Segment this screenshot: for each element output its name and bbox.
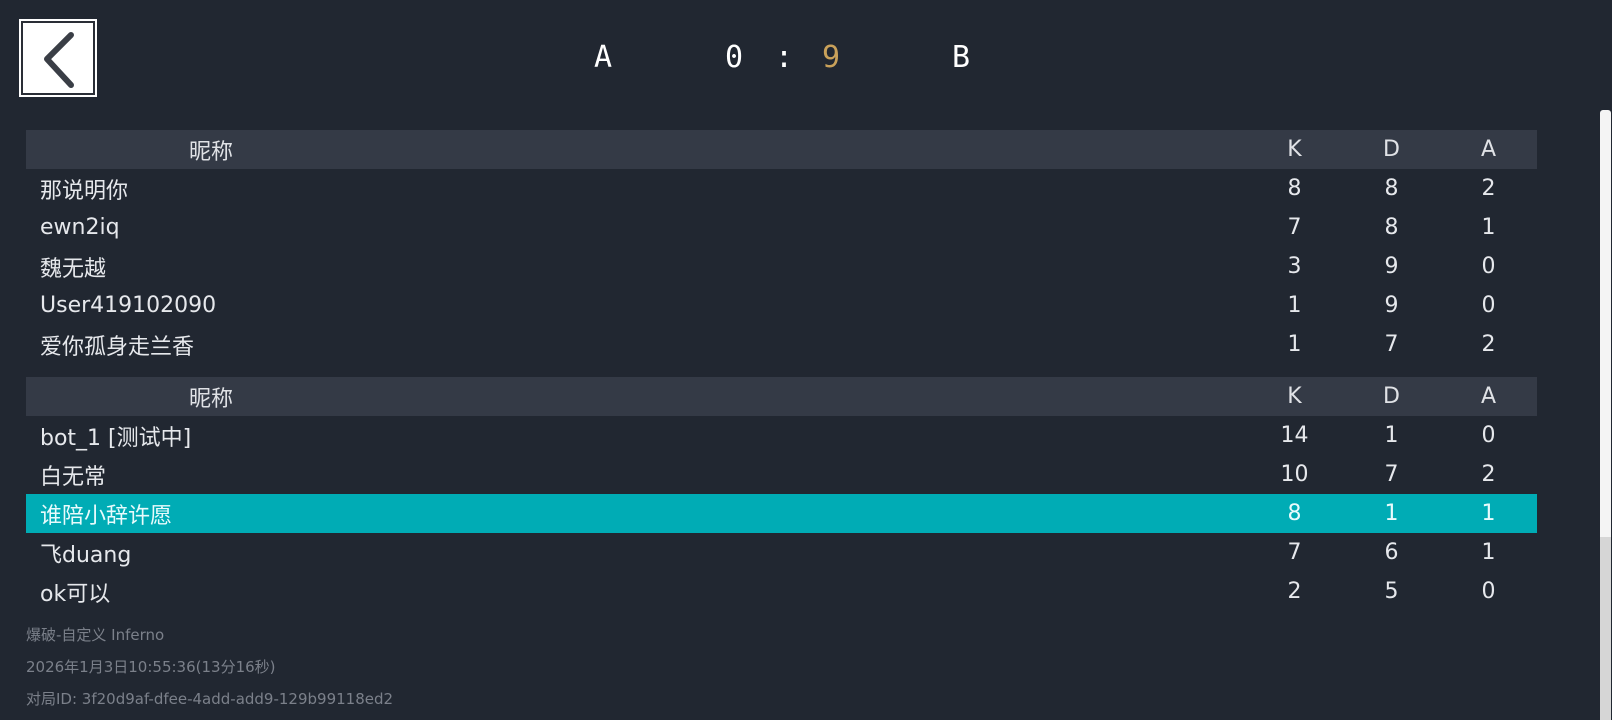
player-kills: 8 xyxy=(1246,494,1343,533)
player-row[interactable]: User419102090 1 9 0 xyxy=(26,286,1537,325)
player-deaths: 1 xyxy=(1343,494,1440,533)
player-kills: 14 xyxy=(1280,423,1309,448)
player-name: 飞duang xyxy=(40,542,132,568)
player-name: 魏无越 xyxy=(40,256,107,282)
player-row[interactable]: 那说明你 8 8 2 xyxy=(26,169,1537,208)
player-kills: 7 xyxy=(1287,215,1302,240)
player-assists: 0 xyxy=(1481,423,1496,448)
player-deaths: 8 xyxy=(1384,176,1399,201)
player-name: 谁陪小辞许愿 xyxy=(26,494,1246,533)
scrollbar[interactable] xyxy=(1600,110,1611,720)
match-time: 2026年1月3日10:55:36(13分16秒) xyxy=(26,658,276,676)
player-kills: 7 xyxy=(1287,540,1302,565)
player-name: ok可以 xyxy=(40,581,111,607)
score-a: 0 xyxy=(725,40,744,75)
player-kills: 10 xyxy=(1280,462,1309,487)
team-b-table: 昵称 K D A bot_1 [测试中] 14 1 0 白无常 10 7 2 谁陪小辞许愿 8 1 1… xyxy=(26,377,1537,611)
player-deaths: 6 xyxy=(1384,540,1399,565)
chevron-left-icon xyxy=(44,32,74,88)
player-name: User419102090 xyxy=(40,293,217,318)
player-assists: 2 xyxy=(1481,462,1496,487)
player-name: ewn2iq xyxy=(40,215,120,240)
player-assists: 1 xyxy=(1481,540,1496,565)
player-assists: 0 xyxy=(1481,293,1496,318)
player-row[interactable]: 谁陪小辞许愿 8 1 1 xyxy=(26,494,1537,533)
player-assists: 1 xyxy=(1440,494,1537,533)
player-row[interactable]: 魏无越 3 9 0 xyxy=(26,247,1537,286)
player-name: 那说明你 xyxy=(40,178,129,204)
player-assists: 0 xyxy=(1481,254,1496,279)
player-deaths: 9 xyxy=(1384,254,1399,279)
player-row[interactable]: bot_1 [测试中] 14 1 0 xyxy=(26,416,1537,455)
player-kills: 1 xyxy=(1287,293,1302,318)
scrollbar-thumb[interactable] xyxy=(1600,537,1611,720)
player-deaths: 7 xyxy=(1384,462,1399,487)
team-a-table: 昵称 K D A 那说明你 8 8 2 ewn2iq 7 8 1 魏无越 3 9 0 User41910… xyxy=(26,130,1537,364)
player-assists: 1 xyxy=(1481,215,1496,240)
player-deaths: 5 xyxy=(1384,579,1399,604)
column-name: 昵称 xyxy=(26,377,1246,416)
match-id: 对局ID: 3f20d9af-dfee-4add-add9-129b99118e… xyxy=(26,690,394,708)
team-a-label: A xyxy=(594,40,613,75)
column-name: 昵称 xyxy=(26,130,1246,169)
player-name: bot_1 [测试中] xyxy=(40,425,192,451)
player-kills: 8 xyxy=(1287,176,1302,201)
back-button[interactable] xyxy=(19,19,97,97)
player-assists: 0 xyxy=(1481,579,1496,604)
player-row[interactable]: 爱你孤身走兰香 1 7 2 xyxy=(26,325,1537,364)
player-kills: 1 xyxy=(1287,332,1302,357)
player-row[interactable]: ewn2iq 7 8 1 xyxy=(26,208,1537,247)
column-a: A xyxy=(1440,377,1537,416)
player-row[interactable]: ok可以 2 5 0 xyxy=(26,572,1537,611)
player-deaths: 9 xyxy=(1384,293,1399,318)
column-k: K xyxy=(1246,377,1343,416)
table-header: 昵称 K D A xyxy=(26,377,1537,416)
player-assists: 2 xyxy=(1481,332,1496,357)
player-row[interactable]: 飞duang 7 6 1 xyxy=(26,533,1537,572)
player-deaths: 7 xyxy=(1384,332,1399,357)
player-deaths: 8 xyxy=(1384,215,1399,240)
player-name: 白无常 xyxy=(40,464,107,490)
player-assists: 2 xyxy=(1481,176,1496,201)
column-d: D xyxy=(1343,130,1440,169)
column-a: A xyxy=(1440,130,1537,169)
player-kills: 2 xyxy=(1287,579,1302,604)
player-deaths: 1 xyxy=(1384,423,1399,448)
player-name: 爱你孤身走兰香 xyxy=(40,334,195,360)
column-d: D xyxy=(1343,377,1440,416)
team-b-label: B xyxy=(952,40,971,75)
table-header: 昵称 K D A xyxy=(26,130,1537,169)
column-k: K xyxy=(1246,130,1343,169)
player-kills: 3 xyxy=(1287,254,1302,279)
match-mode: 爆破-自定义 Inferno xyxy=(26,626,165,644)
score-separator: : xyxy=(775,40,794,75)
player-row[interactable]: 白无常 10 7 2 xyxy=(26,455,1537,494)
score-b: 9 xyxy=(822,40,841,75)
